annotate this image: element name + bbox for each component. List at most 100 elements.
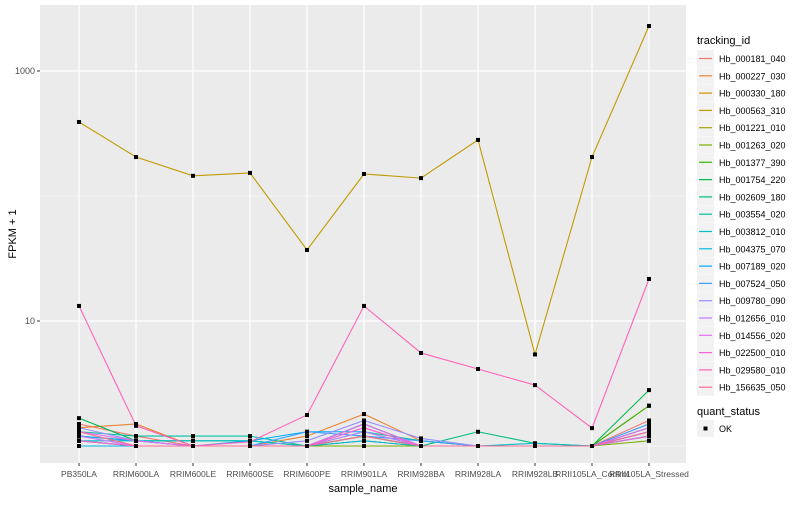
y-tick-label: 10 xyxy=(25,316,35,326)
data-point xyxy=(647,276,651,281)
data-point xyxy=(305,438,309,443)
legend-label: Hb_001263_020 xyxy=(719,141,786,151)
data-point xyxy=(647,388,651,393)
data-point xyxy=(134,155,138,160)
legend-label: Hb_003812_010 xyxy=(719,227,786,237)
legend-label: Hb_001754_220 xyxy=(719,175,786,185)
data-point xyxy=(77,434,81,439)
legend-title: tracking_id xyxy=(697,35,750,47)
data-point xyxy=(362,421,366,426)
data-point xyxy=(77,303,81,308)
data-point xyxy=(533,441,537,446)
data-point xyxy=(476,444,480,448)
legend-label: Hb_000181_040 xyxy=(719,54,786,64)
x-tick-label: RRIM600LA xyxy=(113,469,160,479)
data-point xyxy=(362,418,366,423)
y-tick-label: 1000 xyxy=(15,66,35,76)
data-point xyxy=(362,438,366,443)
legend-label: Hb_002609_180 xyxy=(719,192,786,202)
data-point xyxy=(362,444,366,448)
data-point xyxy=(419,438,423,443)
data-point xyxy=(191,444,195,448)
data-point xyxy=(419,436,423,441)
legend-label: OK xyxy=(719,424,732,434)
data-point xyxy=(248,439,252,444)
data-point xyxy=(647,418,651,423)
legend-label: Hb_004375_070 xyxy=(719,244,786,254)
data-point xyxy=(77,429,81,434)
data-point xyxy=(647,24,651,29)
data-point xyxy=(590,426,594,431)
legend-label: Hb_007524_050 xyxy=(719,279,786,289)
legend-label: Hb_156635_050 xyxy=(719,383,786,393)
legend-label: Hb_009780_090 xyxy=(719,296,786,306)
legend-label: Hb_012656_010 xyxy=(719,314,786,324)
data-point xyxy=(305,434,309,439)
data-point xyxy=(191,434,195,439)
legend-label: Hb_000563_310 xyxy=(719,106,786,116)
data-point xyxy=(77,438,81,443)
data-point xyxy=(362,434,366,439)
data-point xyxy=(134,423,138,428)
x-tick-label: RRII105LA_Control xyxy=(555,469,629,479)
data-point xyxy=(419,350,423,355)
data-point xyxy=(590,444,594,448)
data-point xyxy=(362,303,366,308)
data-point xyxy=(419,176,423,181)
x-tick-label: RRIM600LE xyxy=(170,469,217,479)
data-point xyxy=(305,247,309,252)
data-point xyxy=(134,444,138,448)
x-tick-label: RRIM901LA xyxy=(341,469,388,479)
x-axis-title: sample_name xyxy=(328,483,397,495)
data-point xyxy=(305,413,309,418)
data-point xyxy=(77,119,81,124)
legend-label: Hb_000227_030 xyxy=(719,71,786,81)
data-point xyxy=(77,425,81,430)
data-point xyxy=(362,425,366,430)
legend-label: Hb_000330_180 xyxy=(719,89,786,99)
point-shape-icon xyxy=(703,426,708,431)
data-point xyxy=(362,171,366,176)
data-point xyxy=(248,170,252,175)
data-point xyxy=(362,412,366,417)
x-tick-label: RRIM928BA xyxy=(397,469,445,479)
legend-label: Hb_022500_010 xyxy=(719,348,786,358)
x-tick-label: RRIM600PE xyxy=(283,469,331,479)
data-point xyxy=(419,444,423,448)
data-point xyxy=(647,434,651,439)
data-point xyxy=(647,429,651,434)
data-point xyxy=(191,438,195,443)
data-point xyxy=(476,429,480,434)
legend-label: Hb_029580_010 xyxy=(719,365,786,375)
data-point xyxy=(191,173,195,178)
data-point xyxy=(647,425,651,430)
data-point xyxy=(647,421,651,426)
plot-panel xyxy=(40,5,686,463)
data-point xyxy=(248,434,252,439)
data-point xyxy=(77,416,81,421)
data-point xyxy=(305,429,309,434)
legend-label: Hb_003554_020 xyxy=(719,210,786,220)
data-point xyxy=(533,383,537,388)
data-point xyxy=(77,444,81,448)
data-point xyxy=(134,434,138,439)
data-point xyxy=(248,444,252,448)
x-tick-label: RRIM928LA xyxy=(455,469,502,479)
data-point xyxy=(77,421,81,426)
data-point xyxy=(647,438,651,443)
x-tick-label: RRIM928LB xyxy=(512,469,559,479)
data-point xyxy=(476,137,480,142)
legend-label: Hb_001221_010 xyxy=(719,123,786,133)
data-point xyxy=(305,444,309,448)
legend-label: Hb_001377_390 xyxy=(719,158,786,168)
data-point xyxy=(647,403,651,408)
data-point xyxy=(533,352,537,357)
x-tick-label: RRIM600SE xyxy=(226,469,274,479)
data-point xyxy=(590,155,594,160)
x-tick-label: PB350LA xyxy=(61,469,97,479)
legend-label: Hb_007189_020 xyxy=(719,262,786,272)
data-point xyxy=(533,444,537,448)
shape-legend-title: quant_status xyxy=(697,406,760,418)
x-tick-label: RRII105LA_Stressed xyxy=(609,469,689,479)
